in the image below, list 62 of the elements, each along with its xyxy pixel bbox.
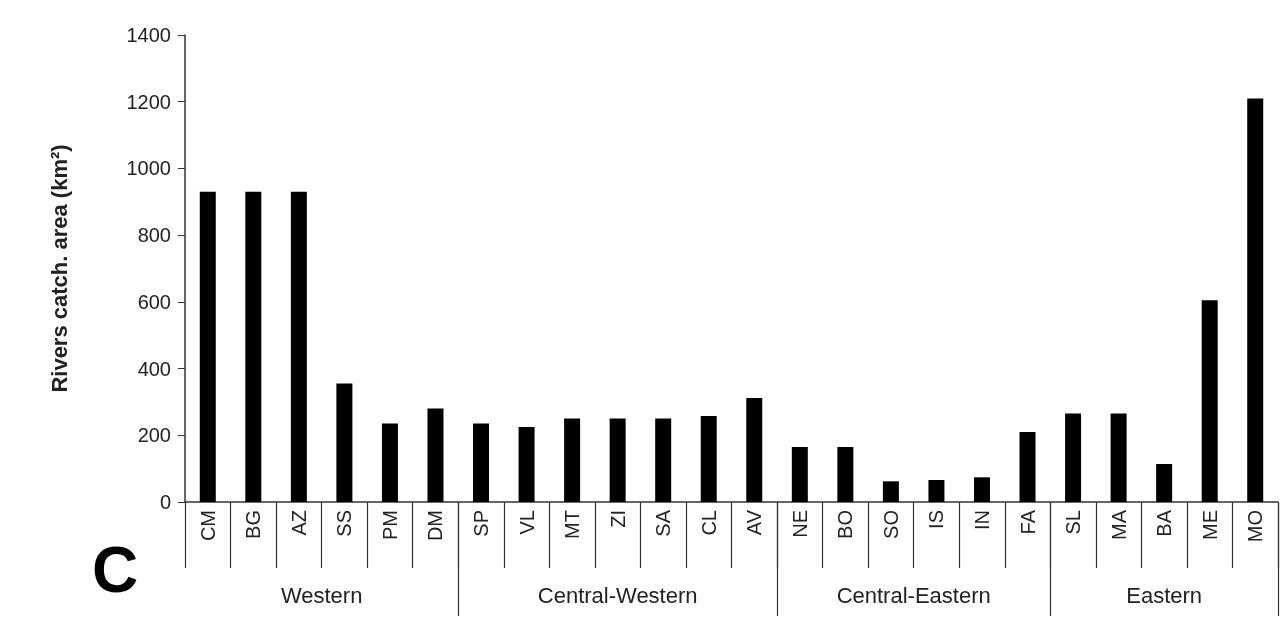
- bar: [746, 397, 763, 502]
- bar: [1019, 431, 1036, 502]
- x-tick-label: CL: [697, 510, 720, 536]
- x-tick-label: SL: [1062, 510, 1085, 535]
- bar: [427, 408, 444, 502]
- x-tick-label: BO: [834, 510, 857, 539]
- y-tick-label: 0: [159, 491, 171, 513]
- bar: [837, 446, 854, 502]
- x-tick-label: IN: [970, 510, 993, 530]
- bar: [882, 481, 899, 502]
- y-tick-label: 200: [137, 424, 171, 447]
- bar: [791, 446, 808, 502]
- bar: [1110, 413, 1127, 502]
- x-tick-label: SA: [652, 509, 675, 537]
- bar: [655, 418, 672, 502]
- bar: [290, 191, 307, 502]
- bar: [245, 191, 262, 502]
- y-tick-label: 400: [137, 357, 171, 380]
- x-tick-label: SS: [333, 510, 356, 537]
- text: Central-Western: [537, 582, 698, 608]
- bar: [381, 423, 398, 502]
- x-tick-label: CM: [196, 510, 219, 542]
- y-axis-title: Rivers catch. area (km²): [46, 144, 72, 393]
- text: Western: [280, 582, 363, 608]
- x-tick-label: SO: [879, 510, 902, 539]
- bar: [1247, 98, 1264, 502]
- x-tick-label: MA: [1107, 509, 1130, 540]
- bar: [928, 479, 945, 502]
- bar: [473, 423, 490, 502]
- y-tick-label: 600: [137, 290, 171, 313]
- x-tick-label: IS: [925, 510, 948, 529]
- bar: [1156, 463, 1173, 502]
- x-tick-label: MT: [561, 510, 584, 539]
- bar: [336, 383, 353, 502]
- x-tick-label: MO: [1244, 510, 1267, 543]
- y-tick-label: 800: [137, 224, 171, 247]
- x-tick-label: SP: [470, 510, 493, 537]
- x-tick-label: VL: [515, 510, 538, 535]
- text: Central-Eastern: [836, 582, 991, 608]
- bar: [518, 426, 535, 502]
- x-tick-label: ME: [1198, 510, 1221, 540]
- bar: [564, 418, 581, 502]
- x-tick-label: NE: [788, 510, 811, 538]
- bar: [199, 191, 216, 502]
- bar: [1201, 300, 1218, 502]
- x-tick-label: AZ: [287, 510, 310, 536]
- y-tick-label: 1000: [126, 157, 171, 180]
- bar: [973, 477, 990, 502]
- x-tick-label: BG: [242, 510, 265, 539]
- text: Eastern: [1126, 582, 1203, 608]
- x-tick-label: ZI: [606, 510, 629, 528]
- bar: [700, 415, 717, 502]
- bar: [1065, 413, 1082, 502]
- y-tick-label: 1400: [126, 24, 171, 46]
- x-tick-label: AV: [743, 509, 766, 536]
- x-tick-label: FA: [1016, 509, 1039, 535]
- y-tick-label: 1200: [126, 90, 171, 113]
- text: C: [92, 534, 139, 606]
- x-tick-label: DM: [424, 510, 447, 542]
- bar: [609, 418, 626, 502]
- x-tick-label: PM: [378, 510, 401, 540]
- x-tick-label: BA: [1153, 509, 1176, 537]
